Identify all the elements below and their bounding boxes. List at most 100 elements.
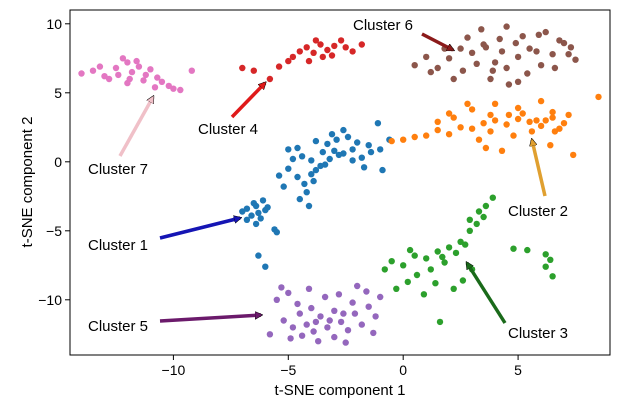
- point-s1-29: [565, 111, 572, 119]
- point-s0-46: [340, 126, 347, 134]
- point-s1-24: [487, 128, 494, 135]
- point-s5-11: [537, 61, 545, 69]
- point-s1-17: [468, 106, 476, 113]
- point-s1-39: [505, 111, 513, 119]
- annotations-layer: Cluster 1 Cluster 2 Cluster 3 Cluster 4 Clus…: [88, 17, 568, 342]
- point-s1-25: [510, 132, 517, 139]
- point-s6-16: [105, 75, 113, 83]
- point-s3-18: [358, 41, 365, 48]
- point-s1-3: [423, 132, 430, 139]
- point-s2-21: [450, 285, 457, 292]
- point-s4-34: [266, 331, 274, 338]
- point-s0-53: [285, 146, 292, 153]
- point-s5-19: [542, 28, 549, 36]
- point-s2-33: [466, 216, 473, 223]
- point-s2-2: [411, 252, 418, 259]
- point-s6-19: [188, 67, 195, 74]
- point-s2-9: [480, 213, 487, 221]
- point-s1-30: [519, 110, 526, 117]
- point-s0-39: [305, 202, 313, 210]
- point-s0-42: [333, 136, 340, 143]
- point-s0-52: [294, 144, 301, 152]
- point-s0-19: [301, 180, 308, 188]
- point-s2-16: [413, 271, 421, 279]
- y-tick-label-0: −10: [38, 292, 62, 308]
- point-s0-10: [259, 197, 267, 204]
- point-s5-33: [514, 78, 522, 86]
- point-s4-6: [317, 313, 324, 320]
- point-s4-2: [289, 324, 297, 331]
- point-s6-8: [147, 66, 154, 73]
- point-s6-7: [142, 71, 149, 79]
- point-s0-9: [264, 204, 271, 211]
- point-s3-19: [328, 52, 336, 59]
- point-s2-10: [489, 194, 496, 201]
- point-s0-31: [349, 146, 356, 153]
- point-s4-19: [335, 291, 343, 298]
- point-s1-19: [514, 104, 522, 112]
- annotation-label-2: Cluster 2: [508, 203, 568, 220]
- point-s1-4: [434, 126, 441, 134]
- point-s5-29: [565, 51, 572, 58]
- point-s5-12: [549, 51, 556, 58]
- x-axis-label: t-SNE component 1: [275, 382, 406, 399]
- point-s0-13: [273, 229, 280, 236]
- point-s5-31: [459, 67, 467, 74]
- point-s3-1: [250, 67, 257, 74]
- point-s6-23: [126, 75, 133, 83]
- point-s5-16: [478, 26, 485, 33]
- point-s1-34: [547, 142, 554, 149]
- y-tick-label-4: 10: [46, 16, 62, 32]
- annotation-label-4: Cluster 4: [198, 121, 258, 138]
- point-s6-6: [135, 63, 143, 70]
- point-s4-4: [303, 321, 310, 328]
- point-s5-5: [468, 49, 476, 56]
- point-s6-14: [119, 55, 127, 62]
- point-s5-17: [496, 35, 503, 43]
- point-s0-0: [239, 208, 246, 215]
- point-s0-15: [262, 263, 269, 270]
- point-s1-31: [475, 136, 483, 143]
- point-s5-37: [512, 39, 519, 47]
- point-s3-13: [342, 44, 349, 51]
- point-s0-38: [296, 195, 303, 203]
- point-s2-17: [404, 278, 411, 286]
- point-s3-7: [303, 44, 310, 51]
- point-s2-5: [445, 244, 453, 251]
- y-axis-label: t-SNE component 2: [19, 117, 36, 248]
- point-s4-35: [377, 293, 384, 301]
- point-s1-1: [400, 136, 407, 143]
- point-s5-18: [519, 33, 526, 40]
- point-s1-23: [450, 114, 457, 121]
- point-s4-7: [324, 324, 331, 331]
- point-s2-12: [462, 241, 469, 248]
- point-s2-4: [434, 248, 441, 255]
- y-tick-label-3: 5: [54, 85, 62, 101]
- point-s0-20: [280, 183, 287, 190]
- point-s2-14: [441, 259, 448, 266]
- point-s2-0: [388, 258, 395, 265]
- point-s1-40: [533, 117, 540, 124]
- point-s3-11: [331, 42, 338, 50]
- point-s5-9: [514, 53, 522, 61]
- annotation-arrow-6: [421, 32, 453, 52]
- annotation-arrow-2: [532, 140, 547, 197]
- annotation-arrow-4: [230, 83, 265, 119]
- point-s6-9: [154, 74, 161, 81]
- point-s5-36: [482, 44, 490, 51]
- point-s4-33: [340, 310, 347, 317]
- point-s0-29: [331, 147, 338, 154]
- point-s5-21: [487, 75, 494, 83]
- point-s2-3: [423, 255, 430, 262]
- point-s0-24: [308, 157, 315, 164]
- point-s0-26: [326, 155, 333, 163]
- y-tick-label-2: 0: [54, 154, 62, 170]
- point-s6-10: [158, 78, 166, 86]
- point-s1-21: [549, 108, 556, 116]
- point-s3-9: [317, 41, 324, 48]
- point-s4-20: [349, 299, 356, 306]
- point-s4-9: [337, 318, 345, 326]
- point-s5-8: [503, 64, 510, 72]
- point-s0-44: [354, 139, 361, 146]
- point-s0-34: [377, 146, 384, 153]
